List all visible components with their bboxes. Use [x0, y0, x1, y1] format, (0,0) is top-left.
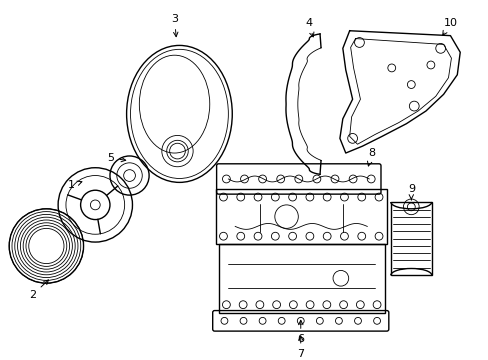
- Text: 1: 1: [68, 180, 81, 190]
- Text: 6: 6: [297, 320, 304, 344]
- Bar: [390, 202, 431, 275]
- Text: 9: 9: [407, 184, 414, 200]
- Circle shape: [90, 200, 100, 210]
- Text: 4: 4: [305, 18, 313, 37]
- Text: 8: 8: [367, 148, 375, 166]
- Text: 10: 10: [442, 18, 456, 35]
- Text: 2: 2: [29, 280, 48, 300]
- Bar: [215, 189, 386, 244]
- Text: 5: 5: [107, 153, 125, 163]
- Bar: [218, 244, 384, 312]
- Text: 7: 7: [297, 336, 304, 359]
- Text: 3: 3: [171, 14, 178, 37]
